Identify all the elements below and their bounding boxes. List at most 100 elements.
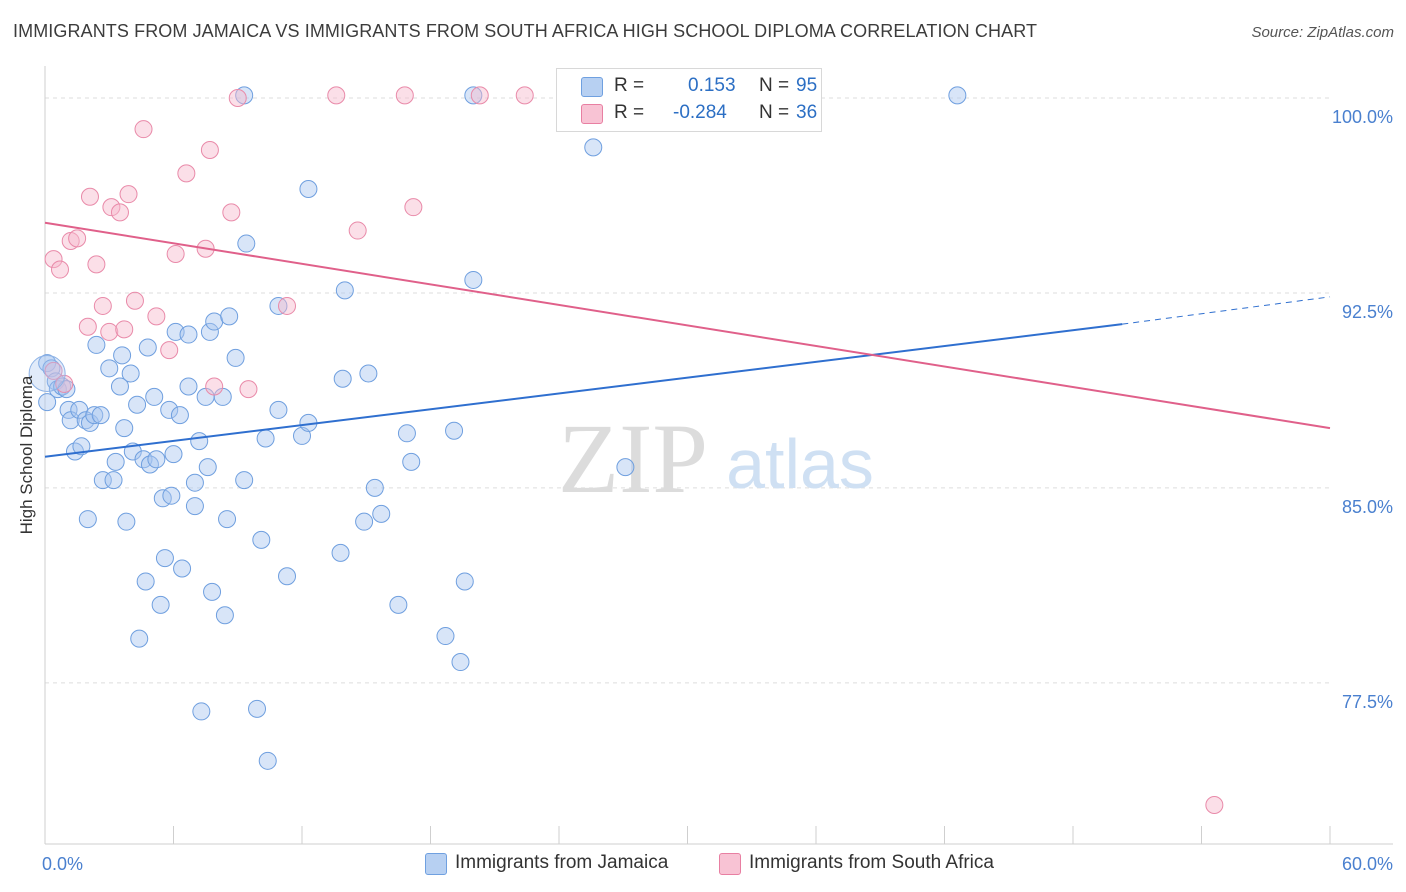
- watermark: ZIP atlas: [558, 403, 874, 514]
- point-s0-45: [179, 325, 198, 344]
- point-s0-81: [397, 424, 416, 443]
- point-s1-33: [515, 86, 534, 105]
- point-s0-89: [616, 458, 635, 477]
- point-s0-92: [464, 86, 483, 105]
- point-s1-8: [87, 255, 106, 274]
- jamaica-swatch: [425, 853, 447, 875]
- r-label: R =: [614, 102, 645, 123]
- trend-line-south-africa: [44, 221, 1331, 430]
- point-s1-29: [348, 221, 367, 240]
- y-tick-label-3: 100.0%: [1332, 107, 1393, 127]
- trend-lines: [44, 221, 1331, 458]
- point-s0-63: [248, 699, 267, 718]
- point-s0-18: [93, 471, 112, 490]
- point-s0-77: [359, 364, 378, 383]
- point-s0-53: [200, 322, 219, 341]
- point-s0-19: [100, 359, 119, 378]
- point-s0-26: [121, 364, 140, 383]
- chart-title: IMMIGRANTS FROM JAMAICA VS IMMIGRANTS FR…: [13, 21, 1038, 41]
- jamaica-swatch: [581, 77, 603, 97]
- point-s1-28: [327, 86, 346, 105]
- series-0-points: [38, 86, 967, 770]
- point-s0-74: [333, 369, 352, 388]
- point-s0-69: [278, 567, 297, 586]
- south-africa-swatch: [581, 104, 603, 124]
- point-s0-84: [445, 421, 464, 440]
- point-s0-0: [38, 393, 57, 412]
- point-s1-35: [1205, 796, 1224, 815]
- y-tick-label-1: 85.0%: [1342, 497, 1393, 517]
- x-tick-label-max: 60.0%: [1342, 854, 1393, 874]
- point-s1-30: [395, 86, 414, 105]
- point-s1-17: [147, 307, 166, 326]
- point-s1-20: [177, 164, 196, 183]
- point-s1-7: [80, 187, 99, 206]
- point-s1-25: [228, 88, 247, 107]
- r-label: R =: [614, 75, 645, 96]
- point-s0-49: [190, 432, 209, 451]
- point-s1-24: [222, 203, 241, 222]
- y-tick-label-2: 92.5%: [1342, 302, 1393, 322]
- point-s0-66: [258, 751, 277, 770]
- r-value-south-africa: -0.284: [673, 102, 727, 123]
- grid-lines: [45, 97, 1330, 684]
- trend-line-jamaica: [44, 323, 1123, 458]
- point-s1-6: [78, 317, 97, 336]
- south-africa-swatch: [719, 853, 741, 875]
- point-s1-12: [110, 203, 129, 222]
- point-s0-39: [160, 400, 179, 419]
- point-s0-73: [331, 543, 350, 562]
- point-s1-2: [50, 260, 69, 279]
- point-s0-85: [451, 653, 470, 672]
- point-s1-32: [470, 86, 489, 105]
- point-s0-60: [226, 348, 245, 367]
- point-s0-86: [455, 572, 474, 591]
- point-s0-17: [91, 406, 110, 425]
- point-s0-52: [198, 458, 217, 477]
- x-tick-labels: 0.0% 60.0%: [42, 854, 1393, 874]
- y-axis-label: High School Diploma: [17, 375, 36, 535]
- point-s1-5: [68, 229, 87, 248]
- n-label: N =: [759, 102, 790, 123]
- point-s0-82: [402, 452, 421, 471]
- point-s1-16: [134, 120, 153, 139]
- stats-legend: R = 0.153 N = 95 R = -0.284 N = 36: [556, 68, 822, 132]
- y-tick-label-0: 77.5%: [1342, 692, 1393, 712]
- point-s1-26: [239, 380, 258, 399]
- point-s0-28: [128, 395, 147, 414]
- point-s1-9: [93, 296, 112, 315]
- point-s1-23: [205, 377, 224, 396]
- point-s0-59: [220, 307, 239, 326]
- point-s1-19: [166, 244, 185, 263]
- point-s0-79: [372, 504, 391, 523]
- point-s0-29: [130, 629, 149, 648]
- point-s0-88: [584, 138, 603, 157]
- point-s1-1: [44, 250, 63, 269]
- point-s0-75: [335, 281, 354, 300]
- watermark-zip: ZIP: [558, 403, 708, 514]
- point-s0-83: [436, 627, 455, 646]
- watermark-atlas: atlas: [726, 425, 874, 503]
- point-s0-35: [147, 450, 166, 469]
- point-s0-46: [179, 377, 198, 396]
- point-s0-47: [185, 473, 204, 492]
- point-s0-44: [173, 559, 192, 578]
- point-s0-43: [170, 406, 189, 425]
- point-s0-11: [72, 437, 91, 456]
- n-value-south-africa: 36: [796, 102, 818, 123]
- point-s0-34: [145, 387, 164, 406]
- point-s0-50: [192, 702, 211, 721]
- point-s0-55: [205, 312, 224, 331]
- source-label: Source: ZipAtlas.com: [1251, 24, 1394, 41]
- point-s0-25: [117, 512, 136, 531]
- data-points: [28, 86, 1224, 815]
- point-s0-54: [203, 582, 222, 601]
- point-s0-13: [78, 510, 97, 529]
- point-s0-65: [256, 429, 275, 448]
- point-cluster-origin: [28, 355, 66, 393]
- n-label: N =: [759, 75, 790, 96]
- y-tick-labels: 77.5% 85.0% 92.5% 100.0%: [1332, 107, 1393, 712]
- point-s1-27: [278, 296, 297, 315]
- point-s1-10: [100, 322, 119, 341]
